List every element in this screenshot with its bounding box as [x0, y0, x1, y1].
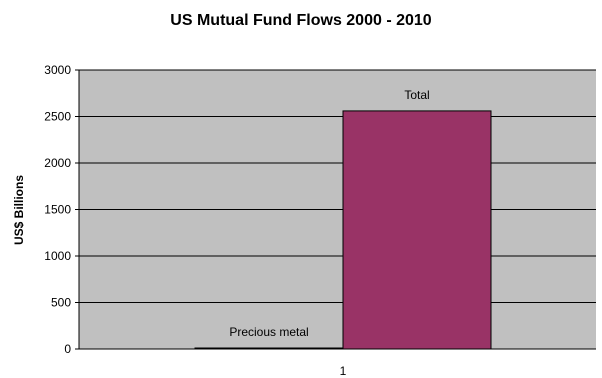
chart-title: US Mutual Fund Flows 2000 - 2010	[170, 12, 431, 29]
data-label-total: Total	[404, 88, 429, 102]
gridlines	[79, 69, 596, 303]
y-tick-label: 0	[64, 342, 71, 356]
data-label-precious-metal: Precious metal	[229, 325, 308, 339]
y-axis: 0 500 1000 1500 2000 2500 3000	[44, 63, 79, 356]
y-tick-label: 2500	[44, 110, 71, 124]
y-tick-label: 500	[51, 296, 71, 310]
y-tick-label: 1500	[44, 203, 71, 217]
data-labels: Precious metal Total	[229, 88, 429, 339]
y-axis-label: US$ Billions	[12, 175, 26, 245]
x-tick-label: 1	[340, 364, 347, 378]
y-tick-label: 3000	[44, 63, 71, 77]
y-tick-label: 1000	[44, 249, 71, 263]
y-tick-label: 2000	[44, 156, 71, 170]
bar-total	[342, 110, 492, 350]
